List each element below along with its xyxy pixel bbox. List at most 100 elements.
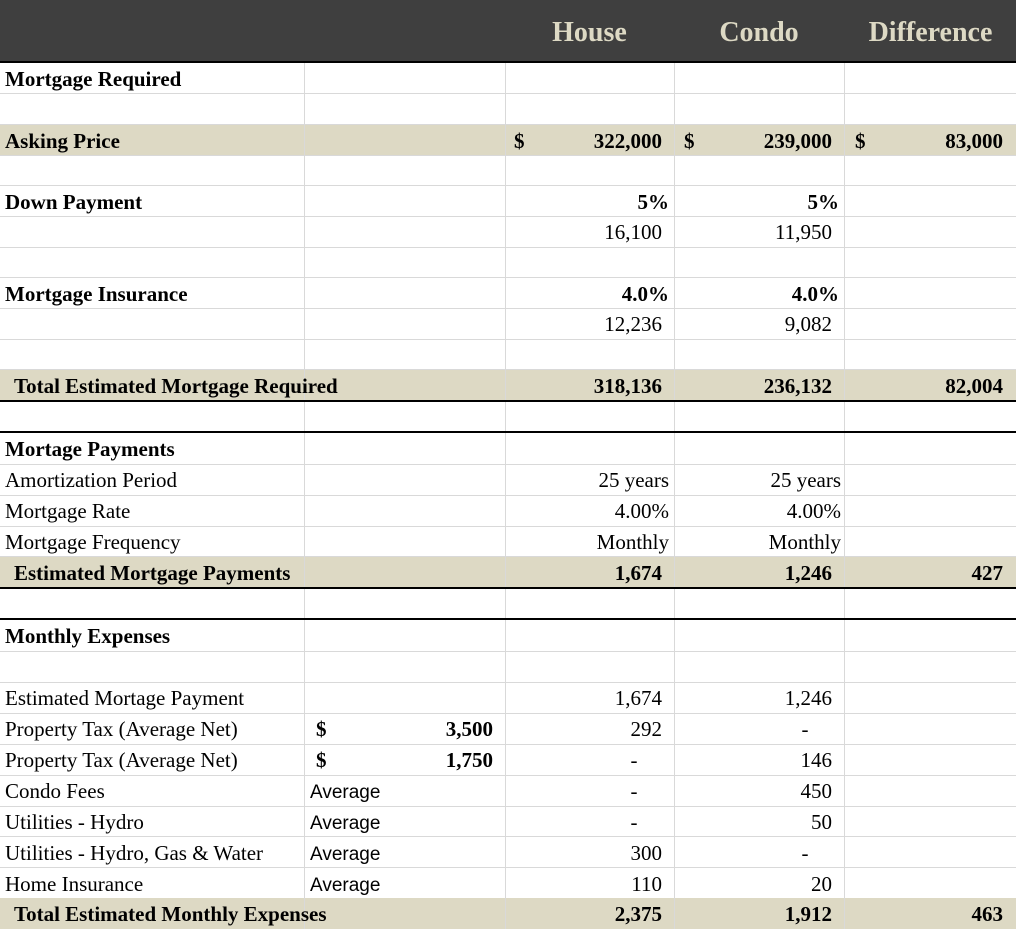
expense-house-home-insurance[interactable]: 110 xyxy=(631,872,662,896)
section-rule xyxy=(0,431,1016,433)
mortgage-rate-label: Mortgage Rate xyxy=(5,499,131,523)
down-payment-house-amount[interactable]: 16,100 xyxy=(604,220,662,244)
grid-hline xyxy=(0,216,1016,217)
mortgage-payments-band xyxy=(0,557,1016,588)
expense-note-utilities-all: Average xyxy=(310,844,381,865)
mortgage-insurance-label: Mortgage Insurance xyxy=(5,282,188,306)
total-monthly-expenses-house[interactable]: 2,375 xyxy=(614,902,662,926)
expense-note-home-insurance: Average xyxy=(310,875,381,896)
column-header-house[interactable]: House xyxy=(552,17,627,48)
grid-vline xyxy=(505,63,506,929)
estimated-mortgage-payments-label: Estimated Mortgage Payments xyxy=(14,561,291,585)
mortgage-insurance-condo-amount[interactable]: 9,082 xyxy=(784,312,832,336)
expense-house-mortgage-payment[interactable]: 1,674 xyxy=(614,686,662,710)
expense-label-mortgage-payment: Estimated Mortage Payment xyxy=(5,686,245,710)
mortgage-insurance-condo-pct[interactable]: 4.0% xyxy=(791,282,839,306)
expense-condo-condo-fees[interactable]: 450 xyxy=(800,779,833,803)
expense-currency-property-tax-condo: $ xyxy=(316,748,327,772)
grid-hline xyxy=(0,744,1016,745)
grid-hline xyxy=(0,369,1016,370)
expense-condo-utilities-all[interactable]: - xyxy=(801,841,809,865)
column-header-condo[interactable]: Condo xyxy=(719,17,799,48)
grid-hline xyxy=(0,93,1016,94)
grid-hline xyxy=(0,277,1016,278)
expense-note-condo-fees: Average xyxy=(310,782,381,803)
grid-hline xyxy=(0,495,1016,496)
column-header-difference[interactable]: Difference xyxy=(868,17,993,48)
asking-price-house-currency: $ xyxy=(514,129,525,153)
grid-hline xyxy=(0,651,1016,652)
expense-house-condo-fees[interactable]: - xyxy=(630,779,638,803)
asking-price-band xyxy=(0,125,1016,156)
down-payment-condo-pct[interactable]: 5% xyxy=(807,190,840,214)
expense-condo-home-insurance[interactable]: 20 xyxy=(811,872,832,896)
grid-hline xyxy=(0,713,1016,714)
monthly-expenses-band xyxy=(0,898,1016,929)
grid-hline xyxy=(0,155,1016,156)
total-mortgage-label: Total Estimated Mortgage Required xyxy=(14,374,338,398)
amortization-period-condo[interactable]: 25 years xyxy=(770,468,841,492)
section-title-mortgage-required: Mortgage Required xyxy=(5,67,182,91)
total-mortgage-house[interactable]: 318,136 xyxy=(593,374,662,398)
expense-label-property-tax-house: Property Tax (Average Net) xyxy=(5,717,238,741)
section-rule xyxy=(0,400,1016,402)
grid-hline xyxy=(0,836,1016,837)
section-rule xyxy=(0,587,1016,589)
expense-annual-property-tax-house[interactable]: 3,500 xyxy=(445,717,493,741)
header-rule xyxy=(0,61,1016,63)
asking-price-label: Asking Price xyxy=(5,129,120,153)
section-rule xyxy=(0,618,1016,620)
total-mortgage-band xyxy=(0,370,1016,401)
grid-vline xyxy=(844,63,845,929)
expense-annual-property-tax-condo[interactable]: 1,750 xyxy=(445,748,493,772)
expense-condo-property-tax-house[interactable]: - xyxy=(801,717,809,741)
expense-label-property-tax-condo: Property Tax (Average Net) xyxy=(5,748,238,772)
mortgage-insurance-house-amount[interactable]: 12,236 xyxy=(604,312,662,336)
mortgage-rate-house[interactable]: 4.00% xyxy=(614,499,669,523)
header-bar xyxy=(0,0,1016,61)
asking-price-difference-currency: $ xyxy=(855,129,866,153)
asking-price-difference[interactable]: 83,000 xyxy=(945,129,1003,153)
total-monthly-expenses-difference[interactable]: 463 xyxy=(971,902,1004,926)
grid-hline xyxy=(0,339,1016,340)
mortgage-rate-condo[interactable]: 4.00% xyxy=(786,499,841,523)
grid-hline xyxy=(0,682,1016,683)
estimated-mortgage-payments-condo[interactable]: 1,246 xyxy=(784,561,832,585)
expense-currency-property-tax-house: $ xyxy=(316,717,327,741)
expense-condo-property-tax-condo[interactable]: 146 xyxy=(800,748,833,772)
mortgage-frequency-condo[interactable]: Monthly xyxy=(768,530,841,554)
mortgage-frequency-house[interactable]: Monthly xyxy=(596,530,669,554)
asking-price-house[interactable]: 322,000 xyxy=(593,129,662,153)
expense-label-utilities-hydro: Utilities - Hydro xyxy=(5,810,144,834)
expense-house-utilities-all[interactable]: 300 xyxy=(630,841,663,865)
down-payment-condo-amount[interactable]: 11,950 xyxy=(775,220,832,244)
expense-label-condo-fees: Condo Fees xyxy=(5,779,105,803)
expense-label-utilities-all: Utilities - Hydro, Gas & Water xyxy=(5,841,264,865)
down-payment-house-pct[interactable]: 5% xyxy=(637,190,670,214)
estimated-mortgage-payments-house[interactable]: 1,674 xyxy=(614,561,662,585)
grid-hline xyxy=(0,185,1016,186)
expense-house-utilities-hydro[interactable]: - xyxy=(630,810,638,834)
total-monthly-expenses-condo[interactable]: 1,912 xyxy=(784,902,832,926)
expense-house-property-tax-condo[interactable]: - xyxy=(630,748,638,772)
expense-condo-utilities-hydro[interactable]: 50 xyxy=(811,810,832,834)
total-monthly-expenses-label: Total Estimated Monthly Expenses xyxy=(14,902,327,926)
grid-hline xyxy=(0,775,1016,776)
asking-price-condo[interactable]: 239,000 xyxy=(763,129,832,153)
expense-house-property-tax-house[interactable]: 292 xyxy=(630,717,663,741)
grid-hline xyxy=(0,247,1016,248)
asking-price-condo-currency: $ xyxy=(684,129,695,153)
grid-hline xyxy=(0,806,1016,807)
total-mortgage-difference[interactable]: 82,004 xyxy=(945,374,1003,398)
expense-condo-mortgage-payment[interactable]: 1,246 xyxy=(784,686,832,710)
grid-hline xyxy=(0,308,1016,309)
mortgage-insurance-house-pct[interactable]: 4.0% xyxy=(621,282,669,306)
grid-vline xyxy=(674,63,675,929)
expense-note-utilities-hydro: Average xyxy=(310,813,381,834)
grid-hline xyxy=(0,526,1016,527)
grid-hline xyxy=(0,867,1016,868)
estimated-mortgage-payments-difference[interactable]: 427 xyxy=(971,561,1004,585)
down-payment-label: Down Payment xyxy=(5,190,143,214)
amortization-period-house[interactable]: 25 years xyxy=(598,468,669,492)
total-mortgage-condo[interactable]: 236,132 xyxy=(763,374,832,398)
